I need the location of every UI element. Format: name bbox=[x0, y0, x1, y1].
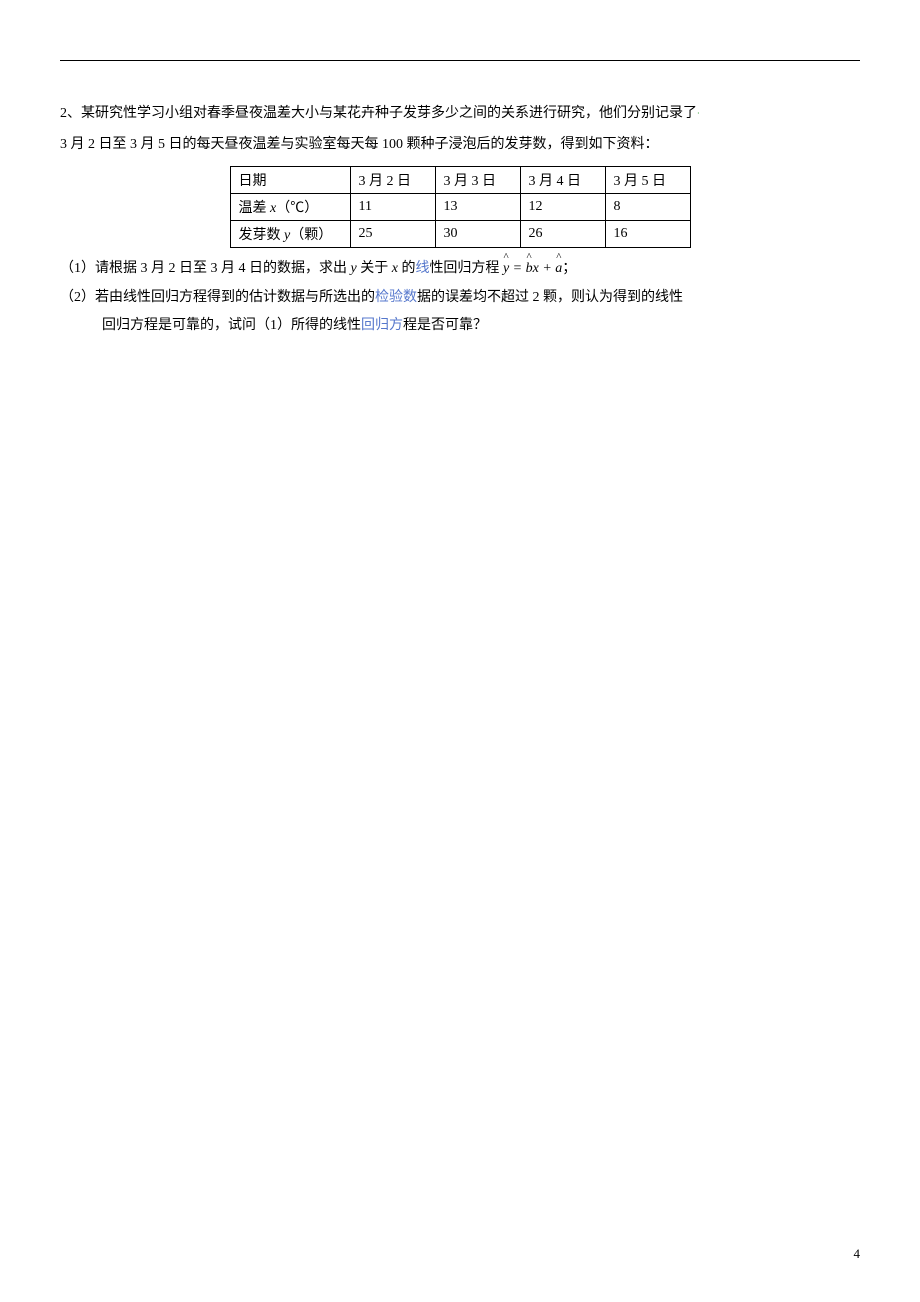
table-cell: 30 bbox=[435, 221, 520, 248]
sub-question-2-line1: （2）若由线性回归方程得到的估计数据与所选出的检验数据的误差均不超过 2 颗，则… bbox=[60, 285, 860, 312]
question-line2: 3 月 2 日至 3 月 5 日的每天昼夜温差与实验室每天每 100 颗种子浸泡… bbox=[60, 137, 659, 152]
data-table: 日期 3 月 2 日 3 月 3 日 3 月 4 日 3 月 5 日 温差 x（… bbox=[230, 166, 691, 248]
question-line1: 某研究性学习小组对春季昼夜温差大小与某花卉种子发芽多少之间的关系进行研究，他们分… bbox=[81, 106, 697, 121]
table-cell: 3 月 5 日 bbox=[605, 167, 690, 194]
sub-question-1: （1）请根据 3 月 2 日至 3 月 4 日的数据，求出 y 关于 x 的线性… bbox=[60, 256, 860, 283]
table-cell: 3 月 2 日 bbox=[350, 167, 435, 194]
table-header-temp: 温差 x（℃） bbox=[230, 194, 350, 221]
page-number: 4 bbox=[854, 1246, 861, 1262]
table-cell: 25 bbox=[350, 221, 435, 248]
table-header-date: 日期 bbox=[230, 167, 350, 194]
table-row: 发芽数 y（颗） 25 30 26 16 bbox=[230, 221, 690, 248]
data-table-container: 日期 3 月 2 日 3 月 3 日 3 月 4 日 3 月 5 日 温差 x（… bbox=[60, 166, 860, 248]
table-cell: 3 月 3 日 bbox=[435, 167, 520, 194]
table-cell: 8 bbox=[605, 194, 690, 221]
table-cell: 11 bbox=[350, 194, 435, 221]
table-row: 温差 x（℃） 11 13 12 8 bbox=[230, 194, 690, 221]
table-cell: 26 bbox=[520, 221, 605, 248]
table-cell: 16 bbox=[605, 221, 690, 248]
sub-question-2-line2: 回归方程是可靠的，试问（1）所得的线性回归方程是否可靠？ bbox=[60, 313, 860, 340]
table-header-sprout: 发芽数 y（颗） bbox=[230, 221, 350, 248]
question-number: 2、 bbox=[60, 106, 81, 121]
table-row: 日期 3 月 2 日 3 月 3 日 3 月 4 日 3 月 5 日 bbox=[230, 167, 690, 194]
table-cell: 13 bbox=[435, 194, 520, 221]
marker-dot: · bbox=[697, 109, 700, 118]
table-cell: 12 bbox=[520, 194, 605, 221]
table-cell: 3 月 4 日 bbox=[520, 167, 605, 194]
